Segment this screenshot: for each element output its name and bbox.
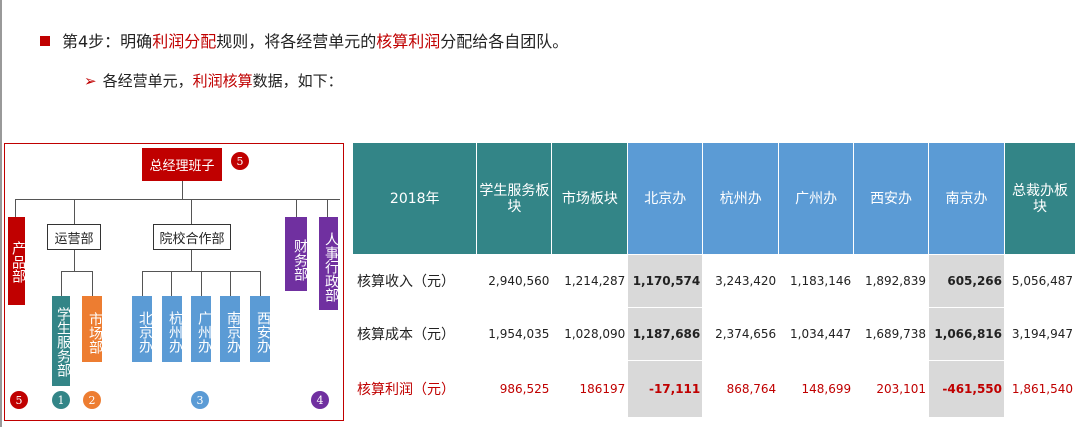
student-service-box: 学生服务部 <box>52 296 71 386</box>
market-dept-box: 市场部 <box>82 296 103 362</box>
connector <box>296 199 297 217</box>
heading-mid: 规则，将各经营单元的 <box>216 32 377 51</box>
connector <box>182 181 183 199</box>
sub-prefix: 各经营单元， <box>102 72 193 90</box>
header-xian: 西安办 <box>853 142 930 255</box>
coop-dept-box: 院校合作部 <box>153 224 231 250</box>
table-cell: 2,940,560 <box>476 254 553 308</box>
table-cell: -461,550 <box>928 360 1005 418</box>
hr-dept-box: 人事行政部 <box>319 217 339 310</box>
connector <box>15 199 16 217</box>
row-label: 核算利润（元） <box>351 360 478 418</box>
table-cell: 3,243,420 <box>702 254 780 308</box>
table-cell: 1,170,574 <box>627 254 704 308</box>
connector <box>191 250 192 271</box>
header-hangzhou: 杭州办 <box>702 142 780 255</box>
row-label: 核算成本（元） <box>351 307 478 361</box>
office-xian-box: 西安办 <box>250 296 271 362</box>
office-hangzhou-box: 杭州办 <box>162 296 183 362</box>
connector <box>15 199 340 200</box>
sub-highlight: 利润核算 <box>192 72 253 90</box>
heading-highlight-1: 利润分配 <box>152 32 217 51</box>
header-beijing: 北京办 <box>627 142 704 255</box>
connector <box>230 271 231 296</box>
table-row: 核算利润（元） 986,525 186197 -17,111 868,764 1… <box>351 360 1076 418</box>
table-cell: 203,101 <box>853 360 930 418</box>
heading-suffix: 分配给各自团队。 <box>440 32 569 51</box>
ops-dept-box: 运营部 <box>47 224 101 250</box>
connector <box>201 271 202 296</box>
finance-dept-box: 财务部 <box>285 217 308 291</box>
office-guangzhou-box: 广州办 <box>191 296 212 362</box>
connector <box>191 199 192 224</box>
header-year: 2018年 <box>351 142 478 255</box>
connector <box>142 271 143 296</box>
office-nanjing-box: 南京办 <box>220 296 241 362</box>
table-cell: 1,689,738 <box>853 307 930 361</box>
table-cell: 186197 <box>551 360 629 418</box>
connector <box>74 199 75 224</box>
table-cell: 1,187,686 <box>627 307 704 361</box>
connector <box>74 250 75 271</box>
sub-heading: ➢ 各经营单元，利润核算数据，如下： <box>84 70 343 91</box>
header-nanjing: 南京办 <box>928 142 1005 255</box>
table-cell: 868,764 <box>702 360 780 418</box>
table-cell: 5,056,487 <box>1004 254 1076 308</box>
table-cell: 1,954,035 <box>476 307 553 361</box>
header-market: 市场板块 <box>551 142 629 255</box>
badge-top: 5 <box>231 152 249 170</box>
table-cell: 2,374,656 <box>702 307 780 361</box>
org-chart: 总经理班子 5 产品部 运营部 院校合作部 财务部 人事行政部 学生服务部 市场… <box>4 143 344 421</box>
table-cell: 1,028,090 <box>551 307 629 361</box>
header-student: 学生服务板块 <box>476 142 553 255</box>
office-beijing-box: 北京办 <box>132 296 153 362</box>
connector <box>61 271 62 296</box>
badge-market: 2 <box>83 391 101 409</box>
connector <box>260 271 261 296</box>
product-dept-box: 产品部 <box>8 217 26 305</box>
badge-student: 1 <box>52 391 70 409</box>
gm-office-box: 总经理班子 <box>142 148 222 181</box>
table-row: 核算收入（元） 2,940,560 1,214,287 1,170,574 3,… <box>351 254 1076 308</box>
profit-table: 2018年 学生服务板块 市场板块 北京办 杭州办 广州办 西安办 南京办 总裁… <box>351 142 1076 418</box>
table-cell: 1,214,287 <box>551 254 629 308</box>
table-cell: 148,699 <box>778 360 855 418</box>
table-cell: 1,034,447 <box>778 307 855 361</box>
table-cell: 605,266 <box>928 254 1005 308</box>
table-cell: 986,525 <box>476 360 553 418</box>
connector <box>92 271 93 296</box>
table-cell: 1,861,540 <box>1004 360 1076 418</box>
sub-suffix: 数据，如下： <box>252 72 343 90</box>
step-heading: 第4步：明确利润分配规则，将各经营单元的核算利润分配给各自团队。 <box>40 28 568 52</box>
heading-prefix: 第4步：明确 <box>62 32 153 51</box>
table-row: 核算成本（元） 1,954,035 1,028,090 1,187,686 2,… <box>351 307 1076 361</box>
badge-right: 4 <box>311 391 329 409</box>
table-cell: 1,183,146 <box>778 254 855 308</box>
heading-highlight-2: 核算利润 <box>376 32 441 51</box>
badge-left: 5 <box>10 391 28 409</box>
table-cell: 1,066,816 <box>928 307 1005 361</box>
table-cell: 1,892,839 <box>853 254 930 308</box>
arrow-bullet-icon: ➢ <box>84 72 97 90</box>
connector <box>327 199 328 217</box>
connector <box>171 271 172 296</box>
row-label: 核算收入（元） <box>351 254 478 308</box>
header-guangzhou: 广州办 <box>778 142 855 255</box>
header-president: 总裁办板块 <box>1004 142 1076 255</box>
bullet-square-icon <box>40 35 50 46</box>
left-edge-line <box>0 0 2 427</box>
table-cell: 3,194,947 <box>1004 307 1076 361</box>
table-cell: -17,111 <box>627 360 704 418</box>
connector <box>61 271 92 272</box>
badge-offices: 3 <box>191 391 209 409</box>
